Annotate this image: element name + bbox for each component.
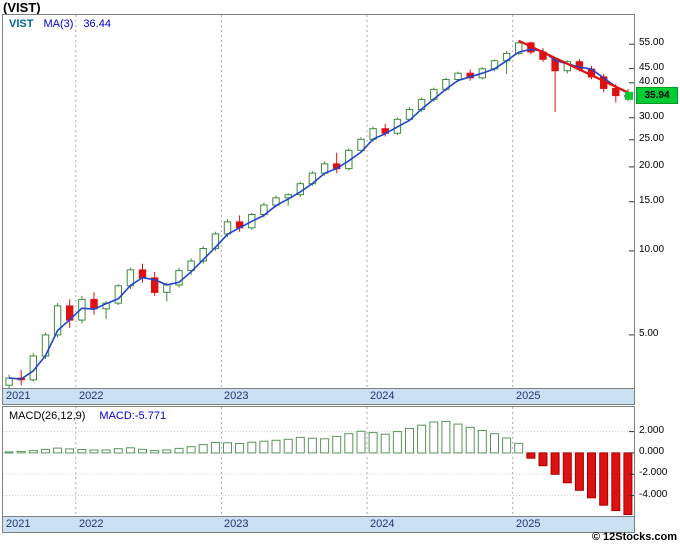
macd-params-label: MACD(26,12,9) (9, 410, 86, 422)
macd-x-axis-band: 2021 2022 2023 2024 2025 (3, 516, 634, 532)
year-label: 2024 (370, 390, 395, 402)
year-label: 2022 (79, 390, 104, 402)
ma-label: MA(3) (43, 18, 74, 30)
macd-panel: MACD(26,12,9) MACD:-5.771 2021 2022 2023 202… (2, 406, 635, 533)
ticker-symbol: VIST (9, 18, 34, 30)
year-label: 2022 (79, 518, 104, 530)
price-axis-label: 25.00 (639, 133, 665, 144)
price-y-axis: 55.00 45.00 40.00 30.00 25.00 20.00 15.00 10.00… (636, 14, 680, 404)
macd-axis-label: 0.000 (639, 446, 665, 457)
price-axis-label: 30.00 (639, 111, 665, 122)
ma-value: 36.44 (83, 18, 111, 30)
price-axis-label: 55.00 (639, 37, 665, 48)
macd-value-label: MACD:-5.771 (99, 410, 167, 422)
last-price-badge: 35.94 (636, 87, 678, 104)
macd-axis-label: -2.000 (639, 467, 668, 478)
price-axis-label: 5.00 (639, 328, 659, 339)
price-axis-label: 20.00 (639, 160, 665, 171)
price-x-axis-band: 2021 2022 2023 2024 2025 (3, 388, 634, 404)
year-label: 2025 (516, 518, 541, 530)
price-chart-panel: VIST MA(3) 36.44 2021 2022 2023 2024 2025 (2, 14, 635, 405)
price-axis-label: 15.00 (639, 195, 665, 206)
year-label: 2023 (224, 518, 249, 530)
year-label: 2021 (6, 518, 31, 530)
price-axis-label: 40.00 (639, 76, 665, 87)
macd-histogram-chart (3, 407, 634, 517)
macd-y-axis: 2.000 0.000 -2.000 -4.000 (636, 406, 680, 532)
price-axis-label: 10.00 (639, 244, 665, 255)
year-label: 2021 (6, 390, 31, 402)
macd-legend: MACD(26,12,9) MACD:-5.771 (9, 410, 166, 422)
page-title: (VIST) (3, 0, 41, 15)
price-axis-label: 45.00 (639, 62, 665, 73)
price-candlestick-chart (5, 15, 634, 389)
year-label: 2025 (516, 390, 541, 402)
year-label: 2024 (370, 518, 395, 530)
year-label: 2023 (224, 390, 249, 402)
price-chart-legend: VIST MA(3) 36.44 (9, 18, 111, 30)
watermark: © 12Stocks.com (591, 531, 677, 543)
macd-axis-label: -4.000 (639, 489, 668, 500)
macd-axis-label: 2.000 (639, 425, 665, 436)
